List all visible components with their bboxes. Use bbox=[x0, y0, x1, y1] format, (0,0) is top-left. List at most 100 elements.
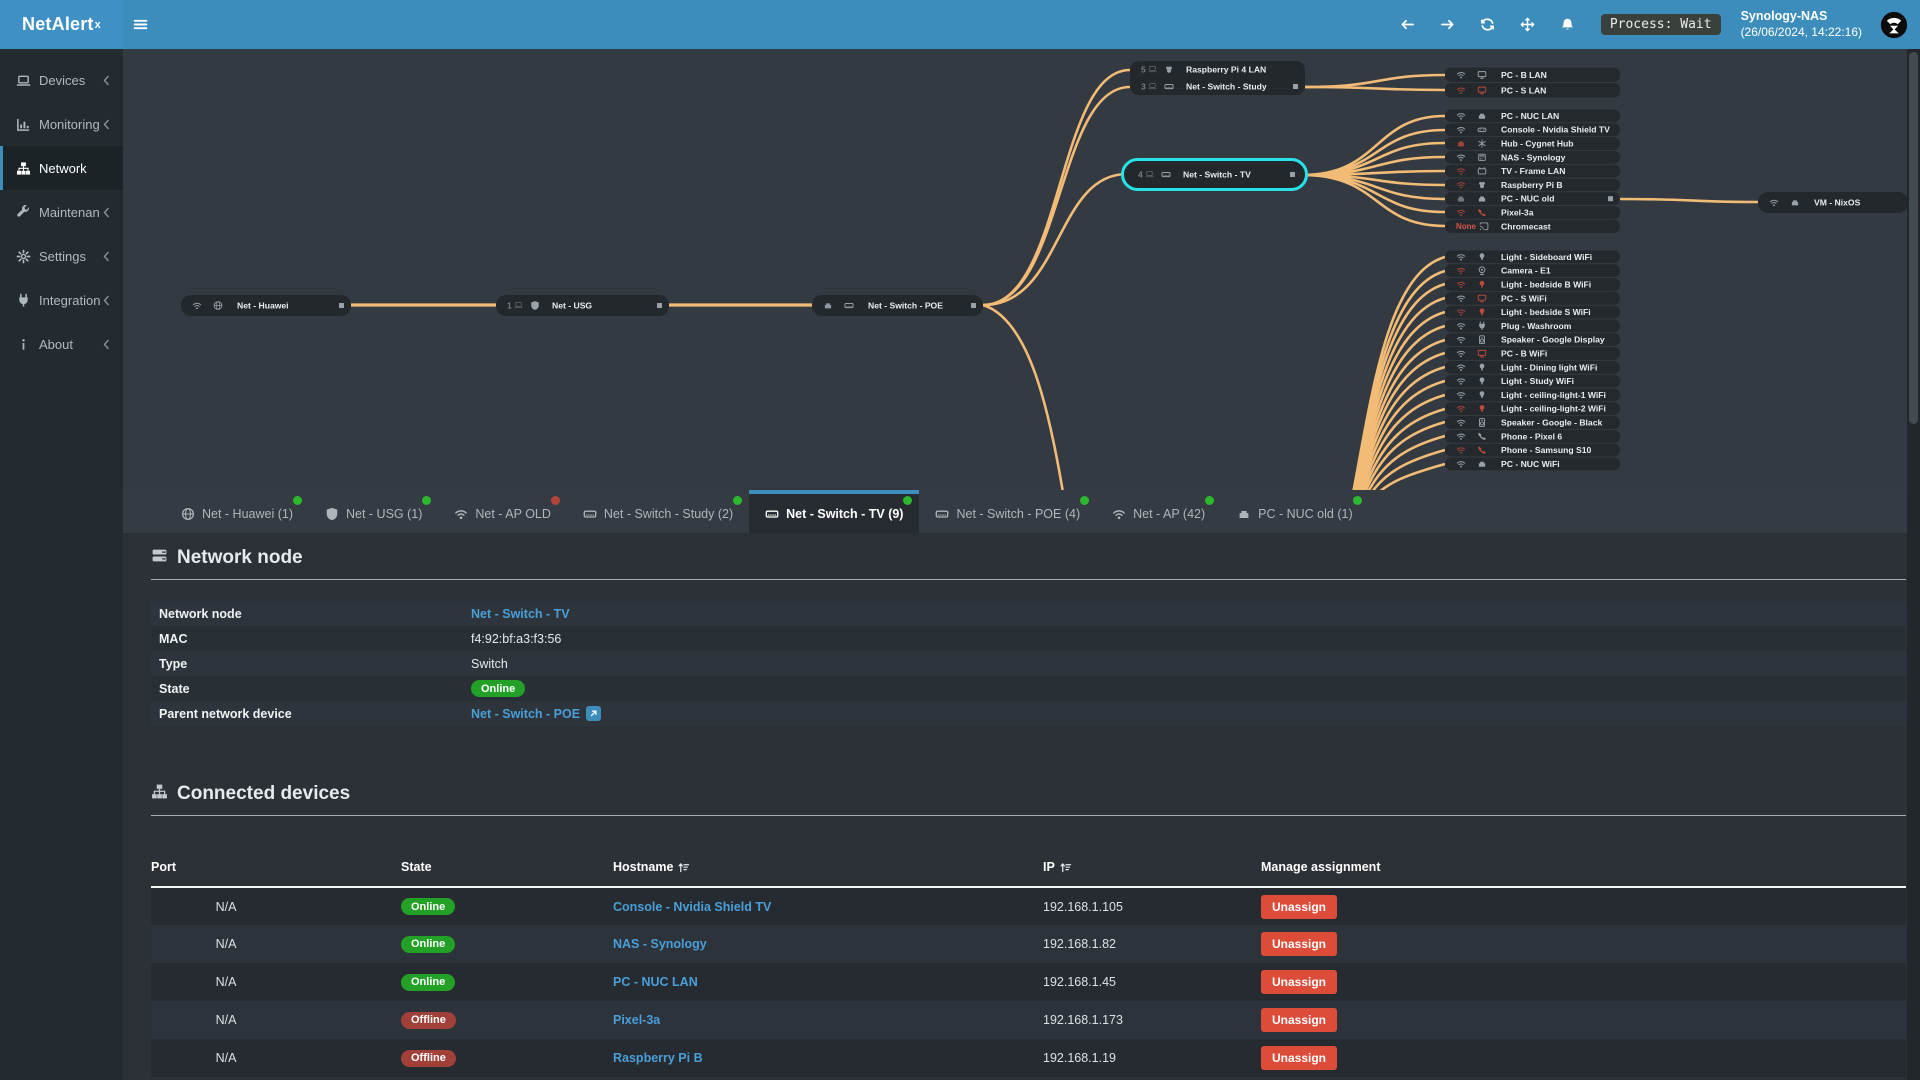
user-avatar[interactable] bbox=[1880, 11, 1908, 39]
detail-label: MAC bbox=[159, 631, 188, 646]
tab-net-usg-1[interactable]: Net - USG (1) bbox=[309, 494, 438, 533]
state-badge: Online bbox=[471, 680, 526, 697]
ip-cell: 192.168.1.105 bbox=[1043, 887, 1261, 925]
svg-text:Light - ceiling-light-1 WiFi: Light - ceiling-light-1 WiFi bbox=[1501, 390, 1606, 400]
topology-edge bbox=[1379, 462, 1446, 490]
topology-group-tv-devices[interactable]: PC - NUC LAN Console - Nvidia Shield TV Hu… bbox=[1445, 109, 1620, 233]
sitemap-icon bbox=[16, 161, 31, 175]
topology-group-study-devices[interactable]: PC - B LAN PC - S LAN bbox=[1445, 67, 1620, 98]
notifications-bell-icon[interactable] bbox=[1551, 0, 1585, 49]
hostname-link[interactable]: NAS - Synology bbox=[613, 937, 707, 951]
server-icon bbox=[152, 549, 167, 562]
state-badge: Offline bbox=[401, 1049, 456, 1067]
divider bbox=[151, 815, 1906, 816]
forward-arrow-icon[interactable] bbox=[1431, 0, 1465, 49]
chevron-left-icon bbox=[103, 207, 109, 217]
svg-text:Net - Switch - TV: Net - Switch - TV bbox=[1183, 170, 1251, 180]
tab-net-switch-study-2[interactable]: Net - Switch - Study (2) bbox=[567, 494, 749, 533]
status-dot bbox=[422, 496, 432, 505]
unassign-button[interactable]: Unassign bbox=[1261, 1046, 1338, 1070]
network-node-section-title: Network node bbox=[151, 547, 1906, 569]
svg-text:PC - S WiFi: PC - S WiFi bbox=[1501, 293, 1547, 303]
sidebar-item-label: Network bbox=[39, 160, 87, 176]
unassign-button[interactable]: Unassign bbox=[1261, 1008, 1338, 1032]
sidebar-item-about[interactable]: About bbox=[0, 322, 123, 366]
topology-node-combo[interactable]: 5 Raspberry Pi 4 LAN 3 Net - Switch - Study bbox=[1130, 61, 1305, 95]
topology-node-vm[interactable]: VM - NixOS bbox=[1758, 192, 1908, 213]
app-title: NetAlert bbox=[22, 14, 94, 34]
device-row-raspberry-pi-b: N/A Offline Raspberry Pi B 192.168.1.19 Unas… bbox=[151, 1039, 1906, 1077]
tab-net-huawei-1[interactable]: Net - Huawei (1) bbox=[165, 494, 309, 533]
back-arrow-icon bbox=[1401, 19, 1415, 30]
topology-edge bbox=[1359, 379, 1446, 490]
sort-header-hostname[interactable]: Hostname bbox=[613, 860, 690, 874]
section-title-text: Network node bbox=[177, 547, 303, 568]
sidebar-item-devices[interactable]: Devices bbox=[0, 58, 123, 102]
topology-node-poe[interactable]: Net - Switch - POE bbox=[812, 295, 983, 316]
host-timestamp: (26/06/2024, 14:22:16) bbox=[1740, 24, 1862, 39]
node-link[interactable]: Net - Switch - TV bbox=[471, 606, 570, 621]
detail-row-network-node: Network node Net - Switch - TV bbox=[151, 601, 1906, 626]
hostname-cell: Console - Nvidia Shield TV bbox=[613, 887, 1043, 925]
back-arrow-icon[interactable] bbox=[1391, 0, 1425, 49]
hostname-link[interactable]: Console - Nvidia Shield TV bbox=[613, 899, 772, 914]
parent-node-link[interactable]: Net - Switch - POE bbox=[471, 706, 581, 721]
switch-icon bbox=[936, 510, 949, 518]
svg-text:PC - NUC old: PC - NUC old bbox=[1501, 194, 1554, 204]
topology-group-ap-devices[interactable]: Light - Sideboard WiFi Camera - E1 Light -… bbox=[1445, 250, 1620, 471]
sidebar-item-settings[interactable]: Settings bbox=[0, 234, 123, 278]
sidebar-item-label: Maintenance bbox=[39, 204, 100, 220]
tab-net-switch-tv-9[interactable]: Net - Switch - TV (9) bbox=[749, 490, 920, 533]
hostname-cell: PC - NUC LAN bbox=[613, 963, 1043, 1001]
network-topology-diagram[interactable]: Net - Huawei 1 Net - USG Net - Switch - POE… bbox=[123, 49, 1920, 490]
tab-label: Net - Huawei (1) bbox=[202, 506, 293, 521]
topology-edge bbox=[1304, 85, 1446, 92]
sidebar-item-network[interactable]: Network bbox=[0, 146, 123, 190]
hostname-link[interactable]: Raspberry Pi B bbox=[613, 1051, 703, 1065]
unassign-button[interactable]: Unassign bbox=[1261, 970, 1338, 994]
topology-edge bbox=[982, 85, 1131, 307]
scrollbar-thumb[interactable] bbox=[1909, 52, 1918, 424]
topology-node-usg[interactable]: 1 Net - USG bbox=[496, 295, 669, 316]
port-cell: N/A bbox=[151, 1039, 401, 1077]
sidebar-item-label: About bbox=[39, 336, 73, 352]
state-cell: Offline bbox=[401, 1001, 613, 1039]
tab-label: Net - USG (1) bbox=[346, 506, 423, 521]
tab-net-switch-poe-4[interactable]: Net - Switch - POE (4) bbox=[919, 494, 1096, 533]
svg-text:Hub - Cygnet Hub: Hub - Cygnet Hub bbox=[1501, 139, 1574, 149]
chevron-left-icon bbox=[103, 119, 109, 129]
tab-net-ap-old[interactable]: Net - AP OLD bbox=[438, 494, 567, 533]
topology-node-tv[interactable]: 4 Net - Switch - TV bbox=[1121, 158, 1308, 191]
topology-edge bbox=[1360, 393, 1446, 490]
unassign-button[interactable]: Unassign bbox=[1261, 932, 1338, 956]
unassign-button[interactable]: Unassign bbox=[1261, 894, 1338, 919]
topology-edge bbox=[1301, 128, 1446, 177]
sidebar-item-monitoring[interactable]: Monitoring bbox=[0, 102, 123, 146]
refresh-icon[interactable] bbox=[1471, 0, 1505, 49]
topology-node-huawei[interactable]: Net - Huawei bbox=[181, 295, 351, 316]
column-header-hostname[interactable]: Hostname bbox=[613, 850, 1043, 888]
detail-row-state: State Online bbox=[151, 676, 1906, 701]
sidebar-item-label: Monitoring bbox=[39, 116, 100, 132]
topology-edge bbox=[1367, 434, 1446, 490]
svg-text:PC - NUC WiFi: PC - NUC WiFi bbox=[1501, 459, 1560, 469]
sort-header-ip[interactable]: IP bbox=[1043, 860, 1072, 874]
port-cell: N/A bbox=[151, 887, 401, 925]
app-logo[interactable]: NetAlert x bbox=[0, 0, 123, 49]
chevron-left-icon bbox=[103, 251, 109, 261]
sidebar-item-maintenance[interactable]: Maintenance bbox=[0, 190, 123, 234]
state-badge: Online bbox=[401, 898, 456, 915]
sidebar-item-integrations[interactable]: Integrations bbox=[0, 278, 123, 322]
topology-edge bbox=[1353, 282, 1446, 490]
tab-net-ap-42[interactable]: Net - AP (42) bbox=[1096, 494, 1221, 533]
hostname-link[interactable]: Pixel-3a bbox=[613, 1013, 661, 1027]
move-icon[interactable] bbox=[1511, 0, 1545, 49]
switch-icon bbox=[583, 510, 597, 518]
wifi-icon bbox=[1113, 509, 1125, 519]
column-header-ip[interactable]: IP bbox=[1043, 850, 1261, 888]
external-link-icon[interactable] bbox=[586, 706, 602, 721]
tab-pc-nuc-old-1[interactable]: PC - NUC old (1) bbox=[1221, 494, 1368, 533]
vertical-scrollbar[interactable] bbox=[1907, 49, 1920, 1080]
hostname-link[interactable]: PC - NUC LAN bbox=[613, 975, 698, 989]
sidebar-toggle-icon[interactable] bbox=[123, 0, 157, 49]
